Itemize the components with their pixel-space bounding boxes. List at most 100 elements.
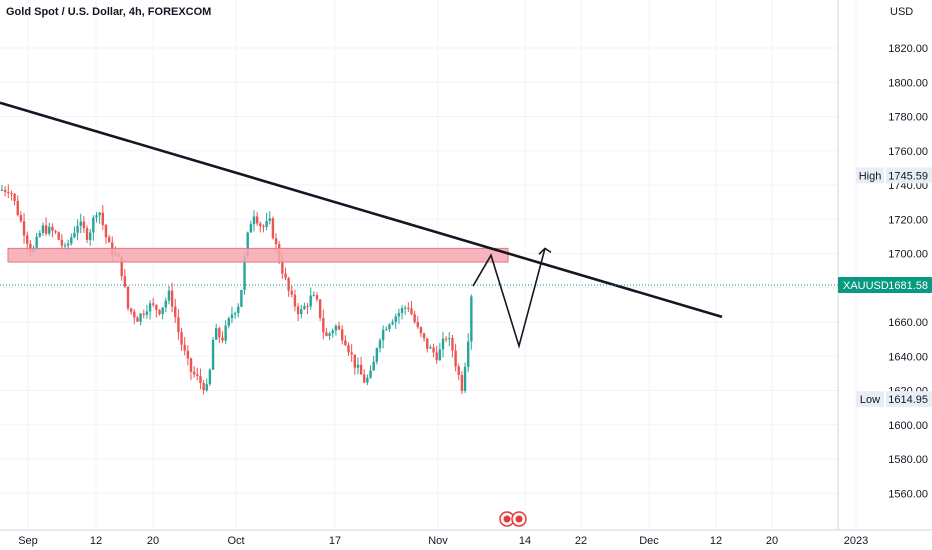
candle-body bbox=[98, 212, 101, 216]
candle-body bbox=[315, 295, 319, 300]
candle-body bbox=[237, 306, 240, 314]
candle-body bbox=[375, 348, 379, 362]
candle-body bbox=[104, 224, 108, 238]
candle-body bbox=[54, 230, 57, 233]
low-label: Low bbox=[860, 394, 880, 406]
x-tick-label: Sep bbox=[18, 535, 38, 547]
projection-path[interactable] bbox=[472, 248, 546, 349]
candle-body bbox=[356, 364, 360, 368]
candle-body bbox=[296, 306, 300, 315]
candle-body bbox=[341, 329, 344, 341]
x-tick-label: 14 bbox=[519, 535, 531, 547]
candle-body bbox=[224, 325, 227, 341]
candle-body bbox=[164, 300, 167, 308]
candle-body bbox=[300, 309, 303, 315]
candle-body bbox=[460, 375, 464, 391]
y-tick-label: 1580.00 bbox=[888, 454, 928, 466]
events-icon[interactable] bbox=[499, 511, 527, 527]
candle-body bbox=[196, 374, 199, 377]
candle-body bbox=[158, 309, 161, 315]
x-tick-label: 17 bbox=[329, 535, 341, 547]
candle-body bbox=[192, 371, 196, 375]
candle-body bbox=[385, 329, 388, 331]
candle-body bbox=[16, 200, 19, 216]
candle-body bbox=[337, 325, 341, 330]
x-tick-label: Dec bbox=[639, 535, 659, 547]
candle-body bbox=[262, 226, 265, 228]
candle-body bbox=[145, 311, 149, 315]
candle-body bbox=[293, 294, 297, 307]
candle-body bbox=[233, 313, 237, 315]
candle-body bbox=[227, 318, 230, 326]
x-tick-label: 2023 bbox=[844, 535, 868, 547]
x-tick-label: 22 bbox=[575, 535, 587, 547]
y-axis[interactable]: 1820.001800.001780.001760.001740.001720.… bbox=[837, 0, 928, 530]
candle-body bbox=[0, 189, 4, 191]
candle-body bbox=[246, 232, 249, 257]
candle-body bbox=[441, 338, 445, 350]
candle-body bbox=[407, 307, 410, 309]
x-tick-label: 12 bbox=[710, 535, 722, 547]
y-tick-label: 1780.00 bbox=[888, 112, 928, 124]
candle-body bbox=[26, 235, 29, 244]
candle-body bbox=[454, 350, 457, 367]
high-label: High bbox=[859, 170, 882, 182]
candle-body bbox=[369, 370, 372, 378]
candle-body bbox=[397, 313, 401, 317]
candle-body bbox=[170, 290, 174, 307]
candle-body bbox=[344, 340, 347, 346]
candle-body bbox=[419, 327, 423, 334]
candle-body bbox=[189, 358, 193, 372]
y-tick-label: 1760.00 bbox=[888, 146, 928, 158]
candle-body bbox=[63, 245, 67, 247]
high-value: 1745.59 bbox=[888, 170, 928, 182]
y-tick-label: 1720.00 bbox=[888, 214, 928, 226]
candle-body bbox=[22, 221, 26, 236]
candle-body bbox=[413, 314, 416, 322]
candle-body bbox=[331, 330, 334, 334]
candle-body bbox=[306, 306, 309, 308]
last-price-marker: XAUUSD 1681.58 bbox=[838, 277, 932, 294]
candle-body bbox=[13, 193, 16, 201]
candle-body bbox=[312, 295, 316, 297]
candle-body bbox=[404, 307, 407, 309]
candle-body bbox=[82, 221, 86, 229]
candle-body bbox=[381, 329, 385, 341]
x-tick-label: 20 bbox=[766, 535, 778, 547]
candle-body bbox=[470, 296, 473, 342]
resistance-zone[interactable] bbox=[7, 247, 509, 263]
candle-body bbox=[205, 384, 208, 391]
candle-body bbox=[457, 366, 460, 376]
candle-body bbox=[252, 216, 256, 225]
candle-body bbox=[10, 193, 13, 195]
candle-body bbox=[123, 276, 127, 287]
y-tick-label: 1660.00 bbox=[888, 317, 928, 329]
trend-line[interactable] bbox=[0, 101, 723, 319]
candle-body bbox=[161, 307, 164, 315]
x-axis[interactable]: Sep 12 20 Oct 17 Nov 14 22 Dec 12 20 2023 bbox=[0, 529, 932, 547]
candle-body bbox=[394, 316, 397, 323]
candle-body bbox=[318, 299, 322, 319]
projection-arrowhead bbox=[538, 247, 552, 255]
last-symbol: XAUUSD bbox=[843, 280, 889, 292]
candle-body bbox=[57, 232, 60, 240]
candle-body bbox=[66, 243, 70, 246]
candle-body bbox=[142, 313, 145, 315]
candle-body bbox=[265, 220, 268, 227]
candle-body bbox=[309, 295, 312, 307]
candle-body bbox=[268, 218, 271, 221]
candle-body bbox=[183, 344, 186, 351]
candle-body bbox=[92, 217, 95, 233]
candle-body bbox=[426, 338, 429, 349]
grid bbox=[0, 0, 857, 530]
x-tick-label: Oct bbox=[227, 535, 244, 547]
candle-body bbox=[73, 232, 76, 238]
candle-body bbox=[19, 215, 23, 222]
candle-body bbox=[350, 352, 353, 355]
candle-body bbox=[48, 226, 51, 234]
candle-body bbox=[133, 311, 136, 318]
candle-body bbox=[435, 352, 438, 361]
candle-body bbox=[129, 308, 133, 312]
candle-body bbox=[378, 340, 382, 349]
